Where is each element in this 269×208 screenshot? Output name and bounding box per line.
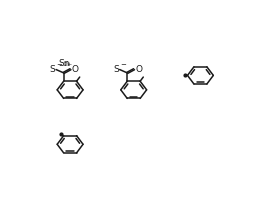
Text: −: − [120, 62, 126, 68]
Text: −: − [56, 62, 62, 68]
Text: S: S [113, 65, 119, 74]
Text: 2+: 2+ [63, 62, 72, 67]
Text: O: O [72, 64, 79, 74]
Text: O: O [135, 64, 142, 74]
Text: S: S [50, 65, 55, 74]
Text: Sn: Sn [59, 59, 70, 68]
